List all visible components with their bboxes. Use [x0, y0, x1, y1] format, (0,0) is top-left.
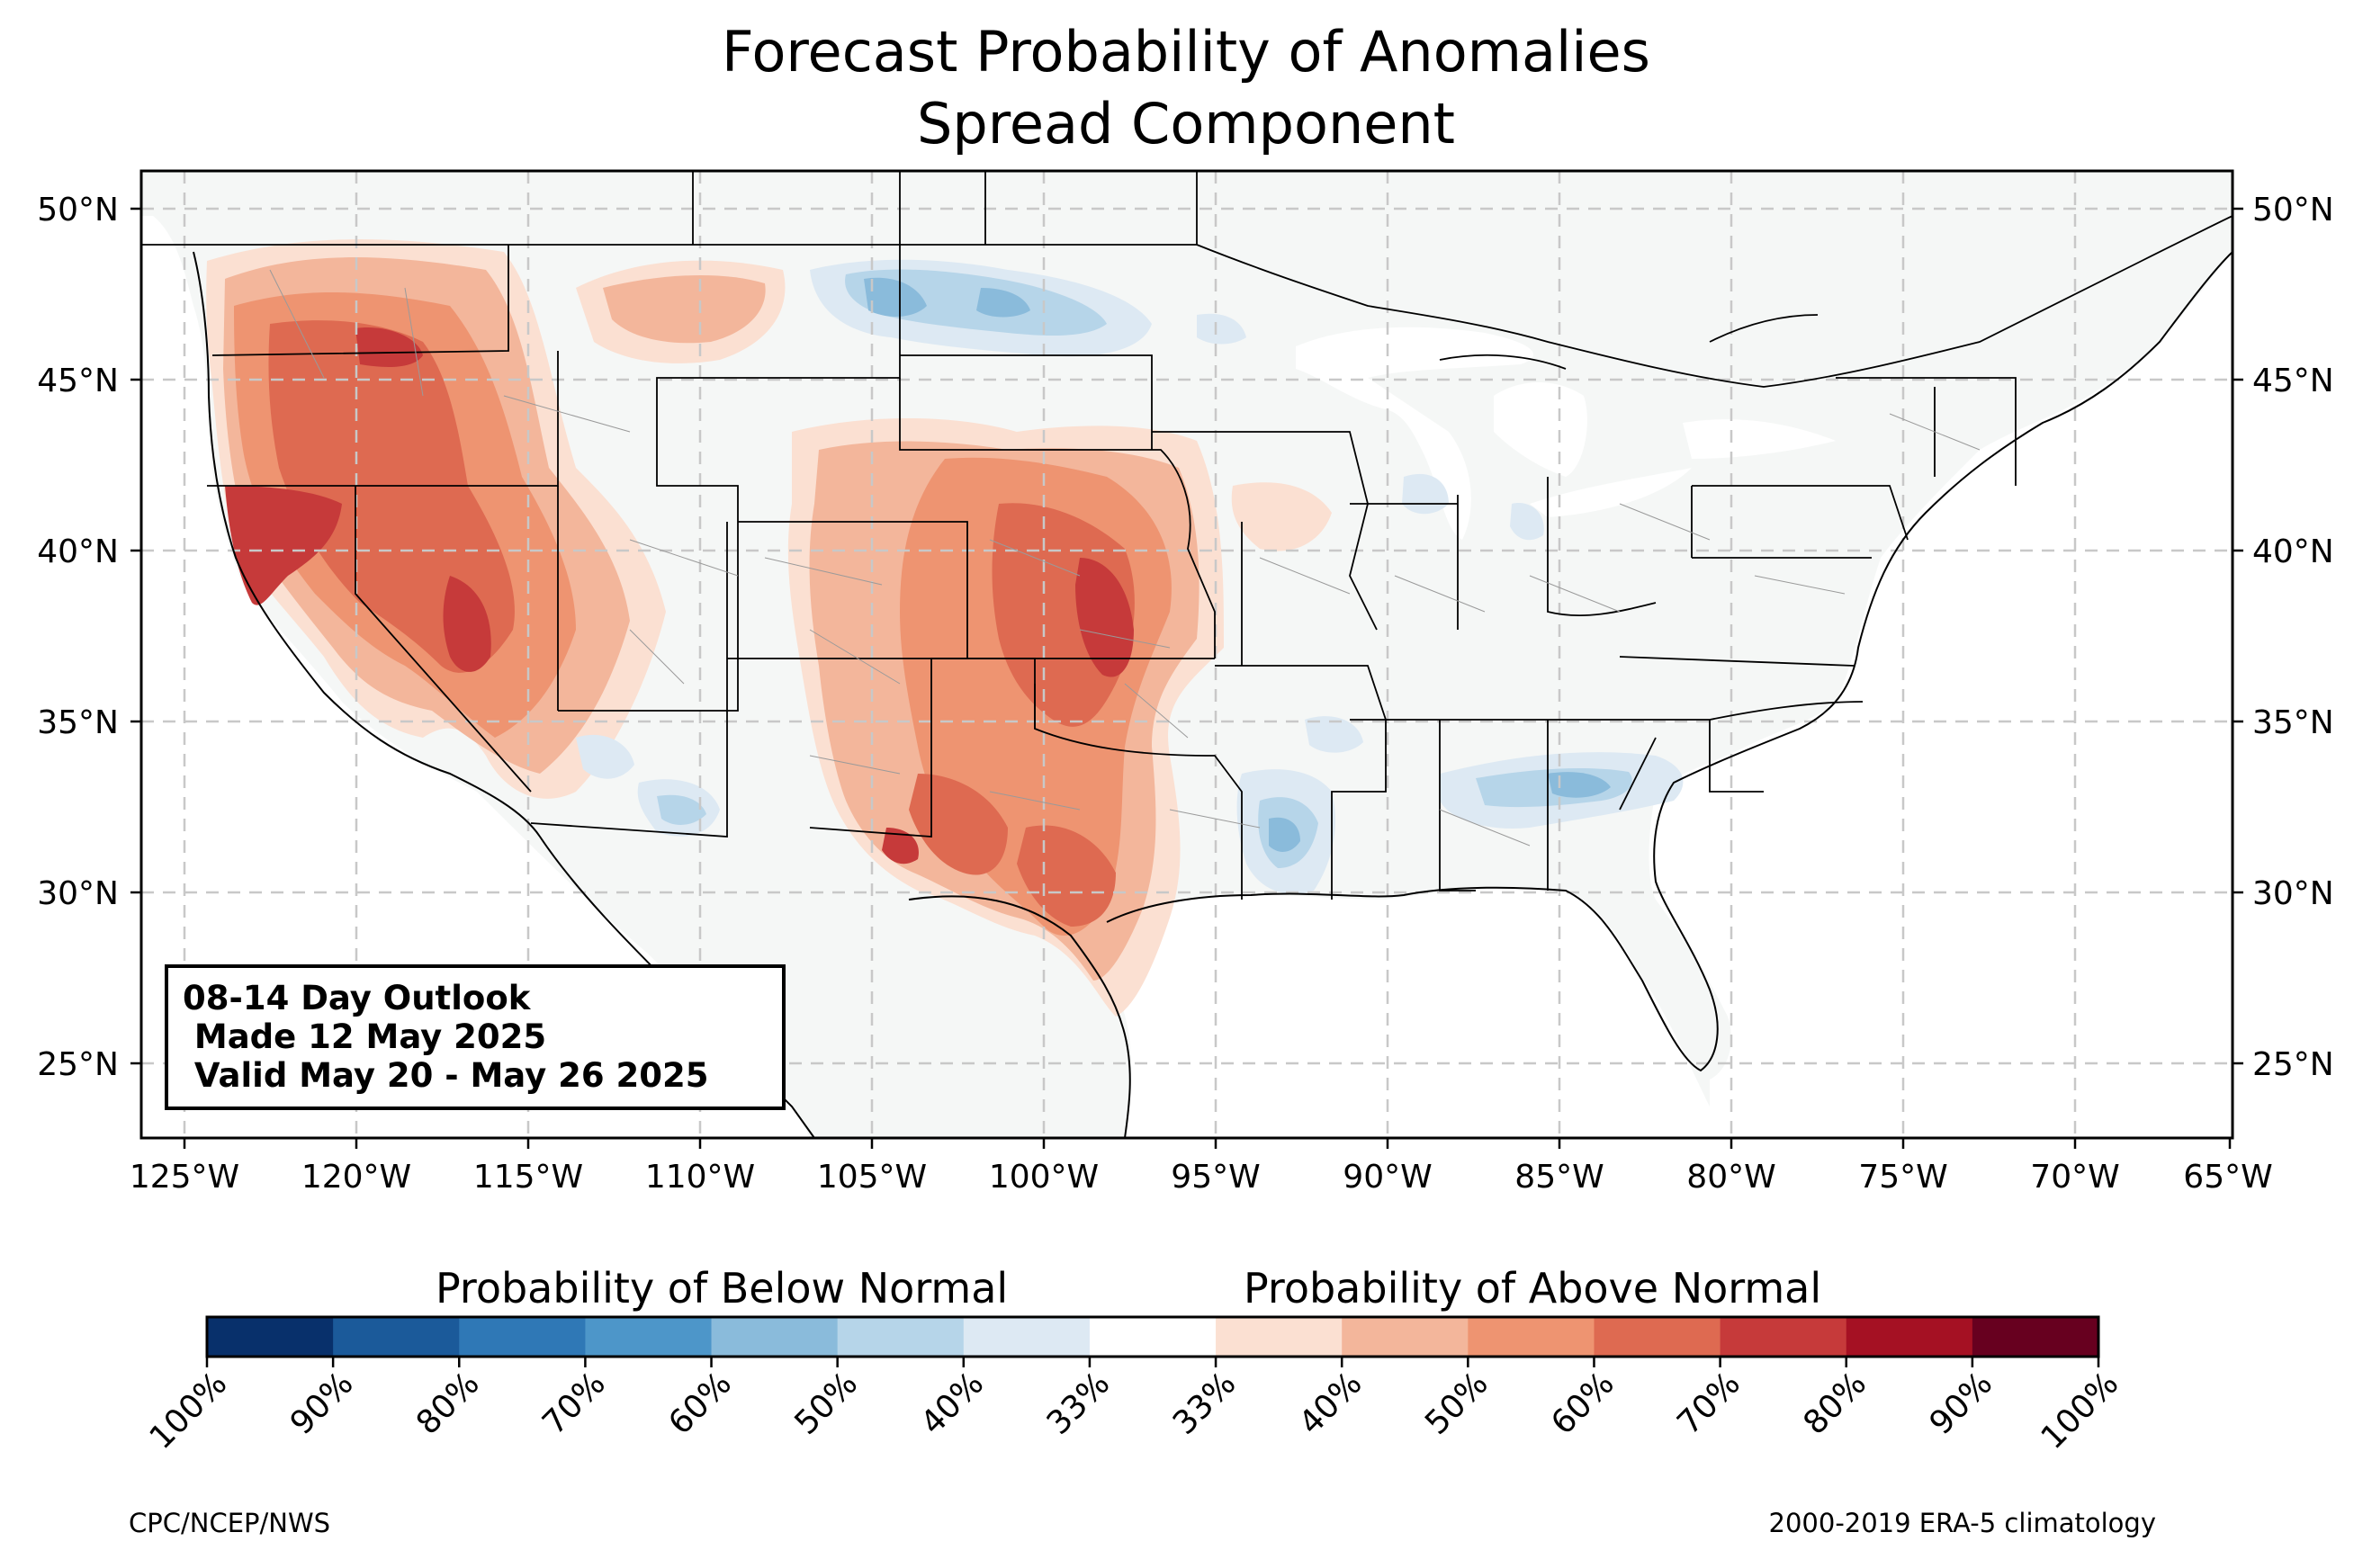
below-normal-heading: Probability of Below Normal	[436, 1264, 1009, 1313]
colorbar-tick-label: 90%	[283, 1365, 361, 1442]
valid-dates: Valid May 20 - May 26 2025	[183, 1056, 709, 1095]
lon-label: 125°W	[130, 1159, 239, 1196]
colorbar-tick-label: 90%	[1923, 1365, 2000, 1442]
colorbar-tick-label: 80%	[409, 1365, 487, 1442]
colorbar-tick-label: 40%	[1292, 1365, 1370, 1442]
lat-label-left: 25°N	[37, 1046, 119, 1083]
outlook-period: 08-14 Day Outlook	[183, 979, 531, 1017]
colorbar	[205, 1315, 2100, 1358]
map-layers	[141, 171, 2233, 1138]
lon-label: 120°W	[301, 1159, 411, 1196]
colorbar-tick-label: 50%	[1418, 1365, 1496, 1442]
colorbar-tick-label: 70%	[1670, 1365, 1748, 1442]
colorbar-bin	[837, 1317, 965, 1357]
lat-label-left: 45°N	[37, 363, 119, 399]
colorbar-tick-label: 100%	[143, 1365, 235, 1456]
colorbar-tick-label: 33%	[1166, 1365, 1244, 1442]
great-lakes	[1296, 327, 1836, 540]
colorbar-frame	[205, 1315, 2100, 1358]
state-boundaries	[141, 171, 2233, 900]
lon-label: 70°W	[2030, 1159, 2119, 1196]
colorbar-bin	[1972, 1317, 2099, 1357]
lon-label: 90°W	[1343, 1159, 1432, 1196]
lon-label: 115°W	[473, 1159, 583, 1196]
lat-label-left: 35°N	[37, 704, 119, 741]
source-credit: CPC/NCEP/NWS	[129, 1508, 331, 1538]
colorbar-bin	[1846, 1317, 1973, 1357]
colorbar-bin	[333, 1317, 460, 1357]
lon-label: 75°W	[1858, 1159, 1947, 1196]
outlook-info-box: 08-14 Day Outlook Made 12 May 2025 Valid…	[165, 964, 786, 1110]
pacific-ocean	[141, 171, 810, 1138]
colorbar-bin	[1342, 1317, 1469, 1357]
lat-label-right: 30°N	[2252, 875, 2334, 912]
lat-label-left: 40°N	[37, 533, 119, 570]
lon-label: 80°W	[1686, 1159, 1775, 1196]
lat-label-left: 50°N	[37, 192, 119, 228]
lat-label-right: 35°N	[2252, 704, 2334, 741]
colorbar-bin	[1594, 1317, 1721, 1357]
above-normal-heading: Probability of Above Normal	[1244, 1264, 1822, 1313]
lat-label-right: 45°N	[2252, 363, 2334, 399]
lon-label: 65°W	[2183, 1159, 2272, 1196]
map-frame	[139, 169, 2234, 1140]
climatology-note: 2000-2019 ERA-5 climatology	[1768, 1508, 2156, 1538]
colorbar-bin	[1089, 1317, 1217, 1357]
lon-label: 105°W	[817, 1159, 927, 1196]
colorbar-bin	[963, 1317, 1091, 1357]
colorbar-tick-label: 70%	[535, 1365, 613, 1442]
colorbar-tick-label: 60%	[661, 1365, 739, 1442]
colorbar-tick-label: 100%	[2035, 1365, 2126, 1456]
minor-boundaries	[269, 269, 1981, 847]
lon-label: 110°W	[645, 1159, 755, 1196]
colorbar-bin	[1468, 1317, 1595, 1357]
colorbar-tick-label: 40%	[914, 1365, 992, 1442]
colorbar-tick-labels: 100% 90% 80% 70% 60% 50% 40% 33% 33% 40% 50% 60% 70%…	[143, 1357, 2126, 1456]
atlantic-ocean	[1649, 252, 2233, 1138]
made-date: Made 12 May 2025	[183, 1017, 547, 1056]
lon-label: 100°W	[989, 1159, 1099, 1196]
chart-title-line2: Spread Component	[917, 91, 1455, 157]
colorbar-bin	[459, 1317, 586, 1357]
colorbar-bin	[585, 1317, 713, 1357]
lat-label-right: 50°N	[2252, 192, 2334, 228]
map-gridlines	[141, 171, 2233, 1138]
colorbar-bin	[711, 1317, 839, 1357]
lon-label: 95°W	[1171, 1159, 1260, 1196]
lat-label-right: 40°N	[2252, 533, 2334, 570]
chart-title-line1: Forecast Probability of Anomalies	[722, 19, 1650, 85]
below-normal-contours	[576, 259, 1684, 894]
lat-label-left: 30°N	[37, 875, 119, 912]
lat-label-right: 25°N	[2252, 1046, 2334, 1083]
lon-label: 85°W	[1514, 1159, 1604, 1196]
map-axis-ticks	[130, 207, 2243, 1149]
colorbar-tick-label: 80%	[1797, 1365, 1874, 1442]
colorbar-tick-label: 50%	[787, 1365, 865, 1442]
colorbar-tick-label: 60%	[1544, 1365, 1622, 1442]
colorbar-tick-label: 33%	[1040, 1365, 1118, 1442]
colorbar-bin	[207, 1317, 334, 1357]
colorbar-bin	[1216, 1317, 1343, 1357]
colorbar-bin	[1720, 1317, 1847, 1357]
